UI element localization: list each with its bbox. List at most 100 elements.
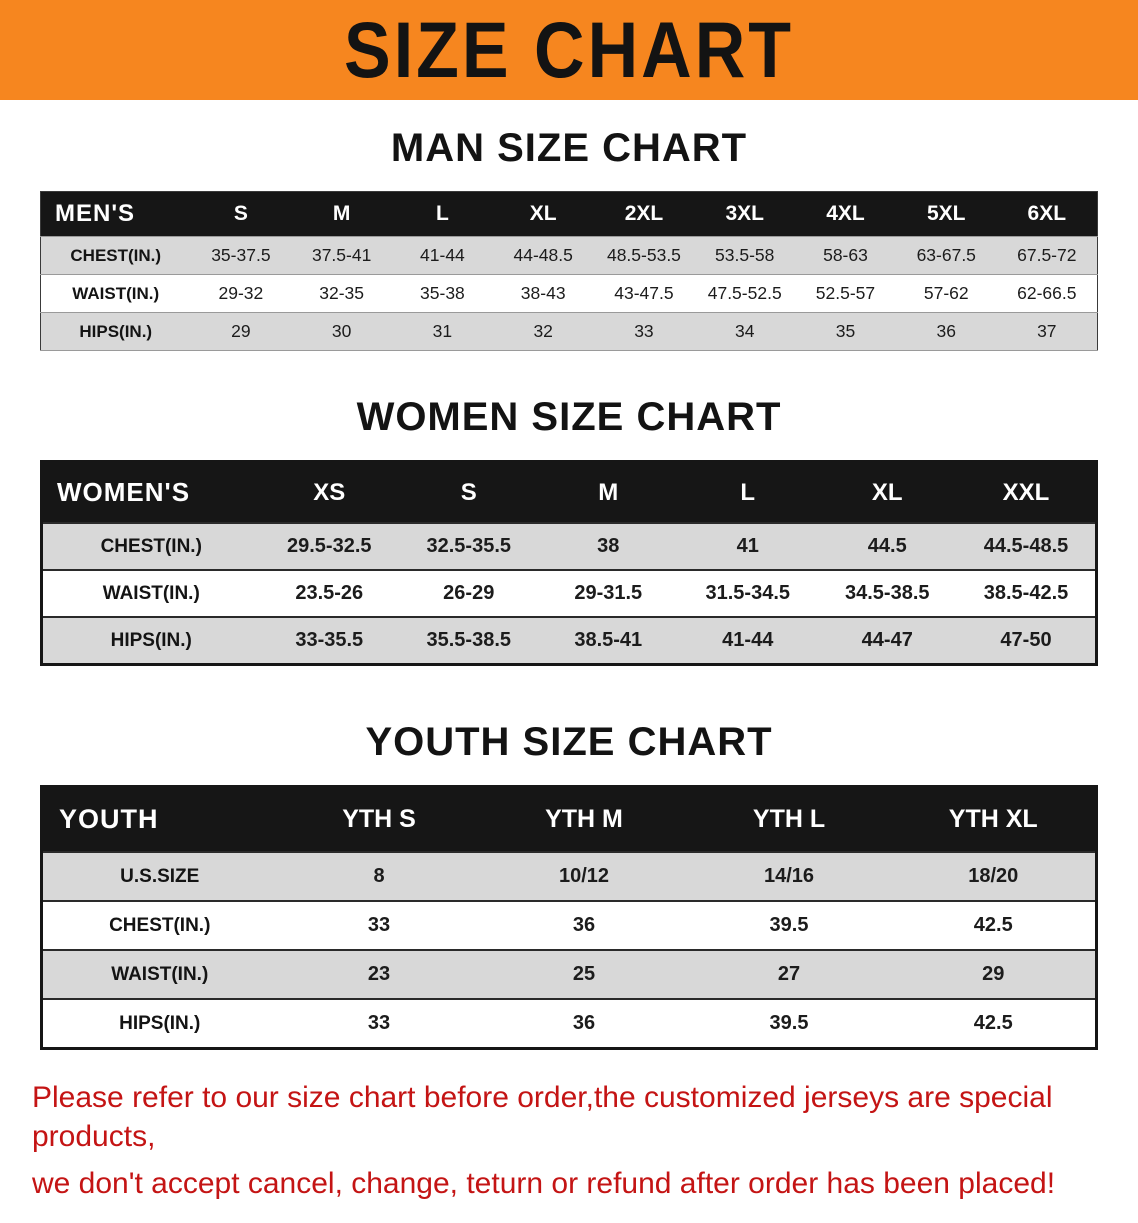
men-size-section: MAN SIZE CHART MEN'S S M L XL 2XL 3XL 4XL 5XL 6XL… <box>0 126 1138 351</box>
size-value: 30 <box>291 312 393 351</box>
measurement-row: CHEST(IN.) 33 36 39.5 42.5 <box>41 900 1097 950</box>
men-size-table: MEN'S S M L XL 2XL 3XL 4XL 5XL 6XL CHEST(IN.) 35-37… <box>40 191 1098 351</box>
size-column-header: XL <box>817 461 957 523</box>
size-column-header: XS <box>259 461 399 523</box>
measurement-row: U.S.SIZE 8 10/12 14/16 18/20 <box>41 851 1097 901</box>
size-value: 44-47 <box>817 616 957 665</box>
size-value: 47-50 <box>957 616 1097 665</box>
size-value: 23 <box>276 949 482 999</box>
table-title-cell: MEN'S <box>40 191 191 237</box>
size-value: 42.5 <box>891 998 1097 1049</box>
size-value: 29 <box>190 312 292 351</box>
disclaimer-line-2: we don't accept cancel, change, teturn o… <box>32 1167 1056 1200</box>
size-value: 39.5 <box>686 900 892 950</box>
size-value: 32.5-35.5 <box>399 522 539 570</box>
row-label: HIPS(IN.) <box>40 312 191 351</box>
size-value: 44.5 <box>817 522 957 570</box>
youth-size-section: YOUTH SIZE CHART YOUTH YTH S YTH M YTH L YTH… <box>0 720 1138 1050</box>
size-column-header: 5XL <box>895 191 997 237</box>
size-value: 31 <box>392 312 493 351</box>
women-size-table: WOMEN'S XS S M L XL XXL CHEST(IN.) 29.5-32.5 32.5… <box>40 460 1098 666</box>
row-label: CHEST(IN.) <box>40 236 191 275</box>
size-column-header: M <box>538 461 678 523</box>
youth-size-table: YOUTH YTH S YTH M YTH L YTH XL U.S.SIZE 8 10/12… <box>40 785 1098 1050</box>
size-value: 52.5-57 <box>795 274 896 313</box>
measurement-row: WAIST(IN.) 23.5-26 26-29 29-31.5 31.5-34.5 34… <box>41 569 1097 617</box>
size-column-header: XXL <box>957 461 1097 523</box>
row-label: HIPS(IN.) <box>41 616 260 665</box>
size-value: 44.5-48.5 <box>957 522 1097 570</box>
men-section-heading: MAN SIZE CHART <box>390 126 748 170</box>
measurement-row: HIPS(IN.) 29 30 31 32 33 34 35 36 37 <box>40 312 1098 351</box>
size-value: 14/16 <box>686 851 892 901</box>
size-value: 35.5-38.5 <box>399 616 539 665</box>
size-column-header: L <box>678 461 818 523</box>
row-label: CHEST(IN.) <box>41 900 277 950</box>
row-label: U.S.SIZE <box>41 851 277 901</box>
size-column-header: 3XL <box>694 191 796 237</box>
row-label: WAIST(IN.) <box>41 569 260 617</box>
size-value: 27 <box>686 949 892 999</box>
size-value: 34.5-38.5 <box>817 569 957 617</box>
size-value: 29.5-32.5 <box>259 522 399 570</box>
size-value: 38 <box>538 522 678 570</box>
size-value: 38-43 <box>492 274 594 313</box>
size-value: 48.5-53.5 <box>593 236 695 275</box>
size-value: 41 <box>678 522 818 570</box>
size-value: 38.5-41 <box>538 616 678 665</box>
size-value: 62-66.5 <box>996 274 1098 313</box>
size-value: 18/20 <box>891 851 1097 901</box>
size-value: 26-29 <box>399 569 539 617</box>
size-value: 35-38 <box>392 274 493 313</box>
size-value: 41-44 <box>392 236 493 275</box>
size-value: 36 <box>481 998 687 1049</box>
size-value: 42.5 <box>891 900 1097 950</box>
size-column-header: 4XL <box>795 191 896 237</box>
row-label: WAIST(IN.) <box>41 949 277 999</box>
size-value: 31.5-34.5 <box>678 569 818 617</box>
row-label: WAIST(IN.) <box>40 274 191 313</box>
size-value: 41-44 <box>678 616 818 665</box>
size-value: 8 <box>276 851 482 901</box>
measurement-row: CHEST(IN.) 35-37.5 37.5-41 41-44 44-48.5 48.5… <box>40 236 1098 275</box>
banner: SIZE CHART <box>0 0 1138 100</box>
row-label: HIPS(IN.) <box>41 998 277 1049</box>
row-label: CHEST(IN.) <box>41 522 260 570</box>
size-value: 67.5-72 <box>996 236 1098 275</box>
size-value: 36 <box>481 900 687 950</box>
size-value: 33 <box>276 900 482 950</box>
size-value: 38.5-42.5 <box>957 569 1097 617</box>
size-column-header: S <box>190 191 292 237</box>
measurement-row: HIPS(IN.) 33-35.5 35.5-38.5 38.5-41 41-44 44-… <box>41 616 1097 665</box>
size-column-header: YTH S <box>276 786 482 852</box>
size-value: 47.5-52.5 <box>694 274 796 313</box>
size-column-header: YTH XL <box>891 786 1097 852</box>
size-value: 36 <box>895 312 997 351</box>
table-title-cell: WOMEN'S <box>41 461 260 523</box>
size-value: 33 <box>593 312 695 351</box>
size-value: 57-62 <box>895 274 997 313</box>
size-value: 53.5-58 <box>694 236 796 275</box>
page-title: SIZE CHART <box>344 6 794 94</box>
size-value: 37.5-41 <box>291 236 393 275</box>
size-column-header: L <box>392 191 493 237</box>
size-column-header: S <box>399 461 539 523</box>
size-value: 37 <box>996 312 1098 351</box>
size-value: 33-35.5 <box>259 616 399 665</box>
disclaimer: Please refer to our size chart before or… <box>32 1078 1114 1203</box>
size-value: 39.5 <box>686 998 892 1049</box>
size-column-header: 6XL <box>996 191 1098 237</box>
measurement-row: WAIST(IN.) 23 25 27 29 <box>41 949 1097 999</box>
measurement-row: WAIST(IN.) 29-32 32-35 35-38 38-43 43-47.5 47.… <box>40 274 1098 313</box>
size-column-header: YTH L <box>686 786 892 852</box>
size-value: 32-35 <box>291 274 393 313</box>
size-value: 58-63 <box>795 236 896 275</box>
size-value: 29-31.5 <box>538 569 678 617</box>
header-row: MEN'S S M L XL 2XL 3XL 4XL 5XL 6XL <box>40 191 1098 237</box>
size-value: 25 <box>481 949 687 999</box>
size-value: 43-47.5 <box>593 274 695 313</box>
size-value: 23.5-26 <box>259 569 399 617</box>
size-column-header: XL <box>492 191 594 237</box>
size-value: 35-37.5 <box>190 236 292 275</box>
